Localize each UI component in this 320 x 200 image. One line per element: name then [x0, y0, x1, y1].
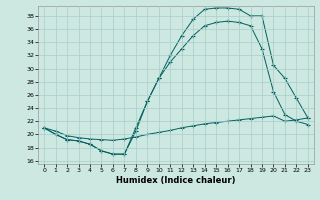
- X-axis label: Humidex (Indice chaleur): Humidex (Indice chaleur): [116, 176, 236, 185]
